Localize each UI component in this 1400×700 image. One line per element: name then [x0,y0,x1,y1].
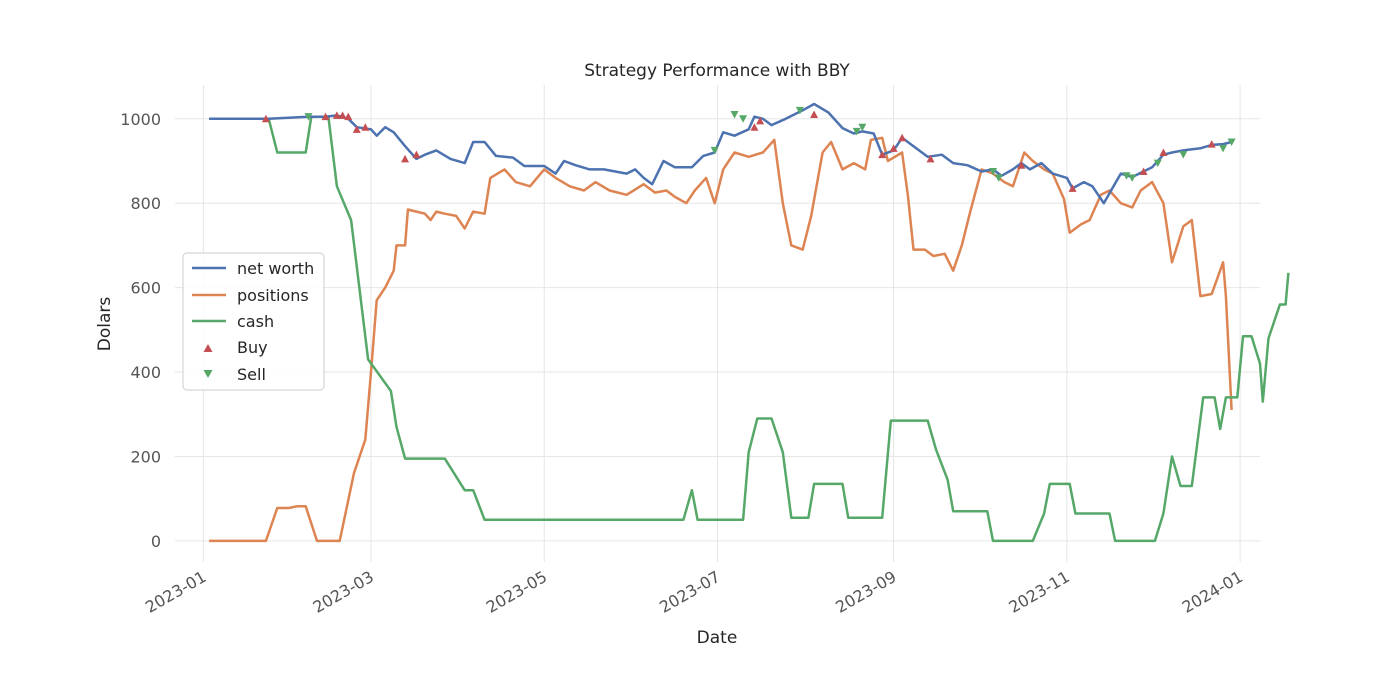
x-tick-label: 2023-01 [142,567,209,617]
y-tick-label: 0 [151,532,161,551]
y-tick-label: 1000 [120,110,161,129]
buy-marker [321,112,330,121]
buy-marker [1139,167,1148,176]
buy-marker [1159,148,1168,157]
buy-marker [1068,184,1077,192]
sell-marker [1219,144,1228,153]
legend-swatch-buy [203,344,213,352]
x-axis-ticks: 2023-01 2023-03 2023-05 2023-07 2023-09 2023-… [142,567,1246,617]
x-axis-title: Date [697,628,738,648]
buy-marker [401,154,410,163]
x-tick-label: 2024-01 [1179,567,1246,617]
sell-marker [1153,159,1162,168]
sell-marker [1227,138,1236,146]
legend-label-positions: positions [237,286,309,305]
x-tick-label: 2023-05 [483,567,550,617]
y-tick-label: 600 [130,279,161,298]
grid-lines [175,85,1260,562]
buy-marker [810,110,819,119]
buy-marker [756,116,765,125]
series-line-net-worth [209,102,1232,205]
x-tick-label: 2023-11 [1005,567,1072,617]
sell-marker [710,146,719,155]
marker-layer [261,106,1236,192]
series-line-positions [209,136,1233,543]
buy-marker [352,125,361,133]
legend-label-sell: Sell [237,365,266,384]
legend-box [182,252,325,391]
x-tick-label: 2023-07 [656,567,723,617]
buy-marker [878,150,887,159]
buy-marker [898,133,907,142]
buy-marker [412,150,421,159]
sell-marker [1122,172,1131,180]
legend-label-buy: Buy [237,338,268,357]
legend-label-cash: cash [237,312,274,331]
buy-marker [889,144,898,152]
legend: net worth positions cash Buy Sell [182,252,325,391]
series-layer [209,102,1290,543]
buy-marker [338,111,347,119]
sell-marker [994,174,1003,182]
buy-marker [1017,161,1026,169]
y-tick-label: 400 [130,363,161,382]
sell-marker [739,115,748,123]
buy-marker [261,114,270,123]
y-tick-label: 200 [130,447,161,466]
buy-marker [1207,140,1216,148]
x-tick-label: 2023-03 [310,567,377,617]
sell-marker [304,113,313,121]
legend-swatch-sell [203,370,213,378]
chart-title: Strategy Performance with BBY [584,61,850,81]
buy-marker [926,154,935,163]
y-tick-label: 800 [130,194,161,213]
y-axis-title: Dolars [95,297,115,352]
sell-marker [1179,151,1188,159]
buy-marker [750,123,759,131]
y-axis-ticks: 0 200 400 600 800 1000 [120,110,161,551]
buy-marker [361,123,370,131]
sell-marker [730,111,739,119]
sell-marker [795,106,804,115]
series-line-cash [209,115,1290,543]
buy-marker [332,111,341,119]
buy-marker [344,112,353,121]
legend-label-net-worth: net worth [237,259,314,278]
x-tick-label: 2023-09 [832,567,899,617]
sell-marker [858,123,867,132]
sell-marker [1128,174,1137,182]
sell-marker [989,168,998,176]
sell-marker [852,127,861,136]
